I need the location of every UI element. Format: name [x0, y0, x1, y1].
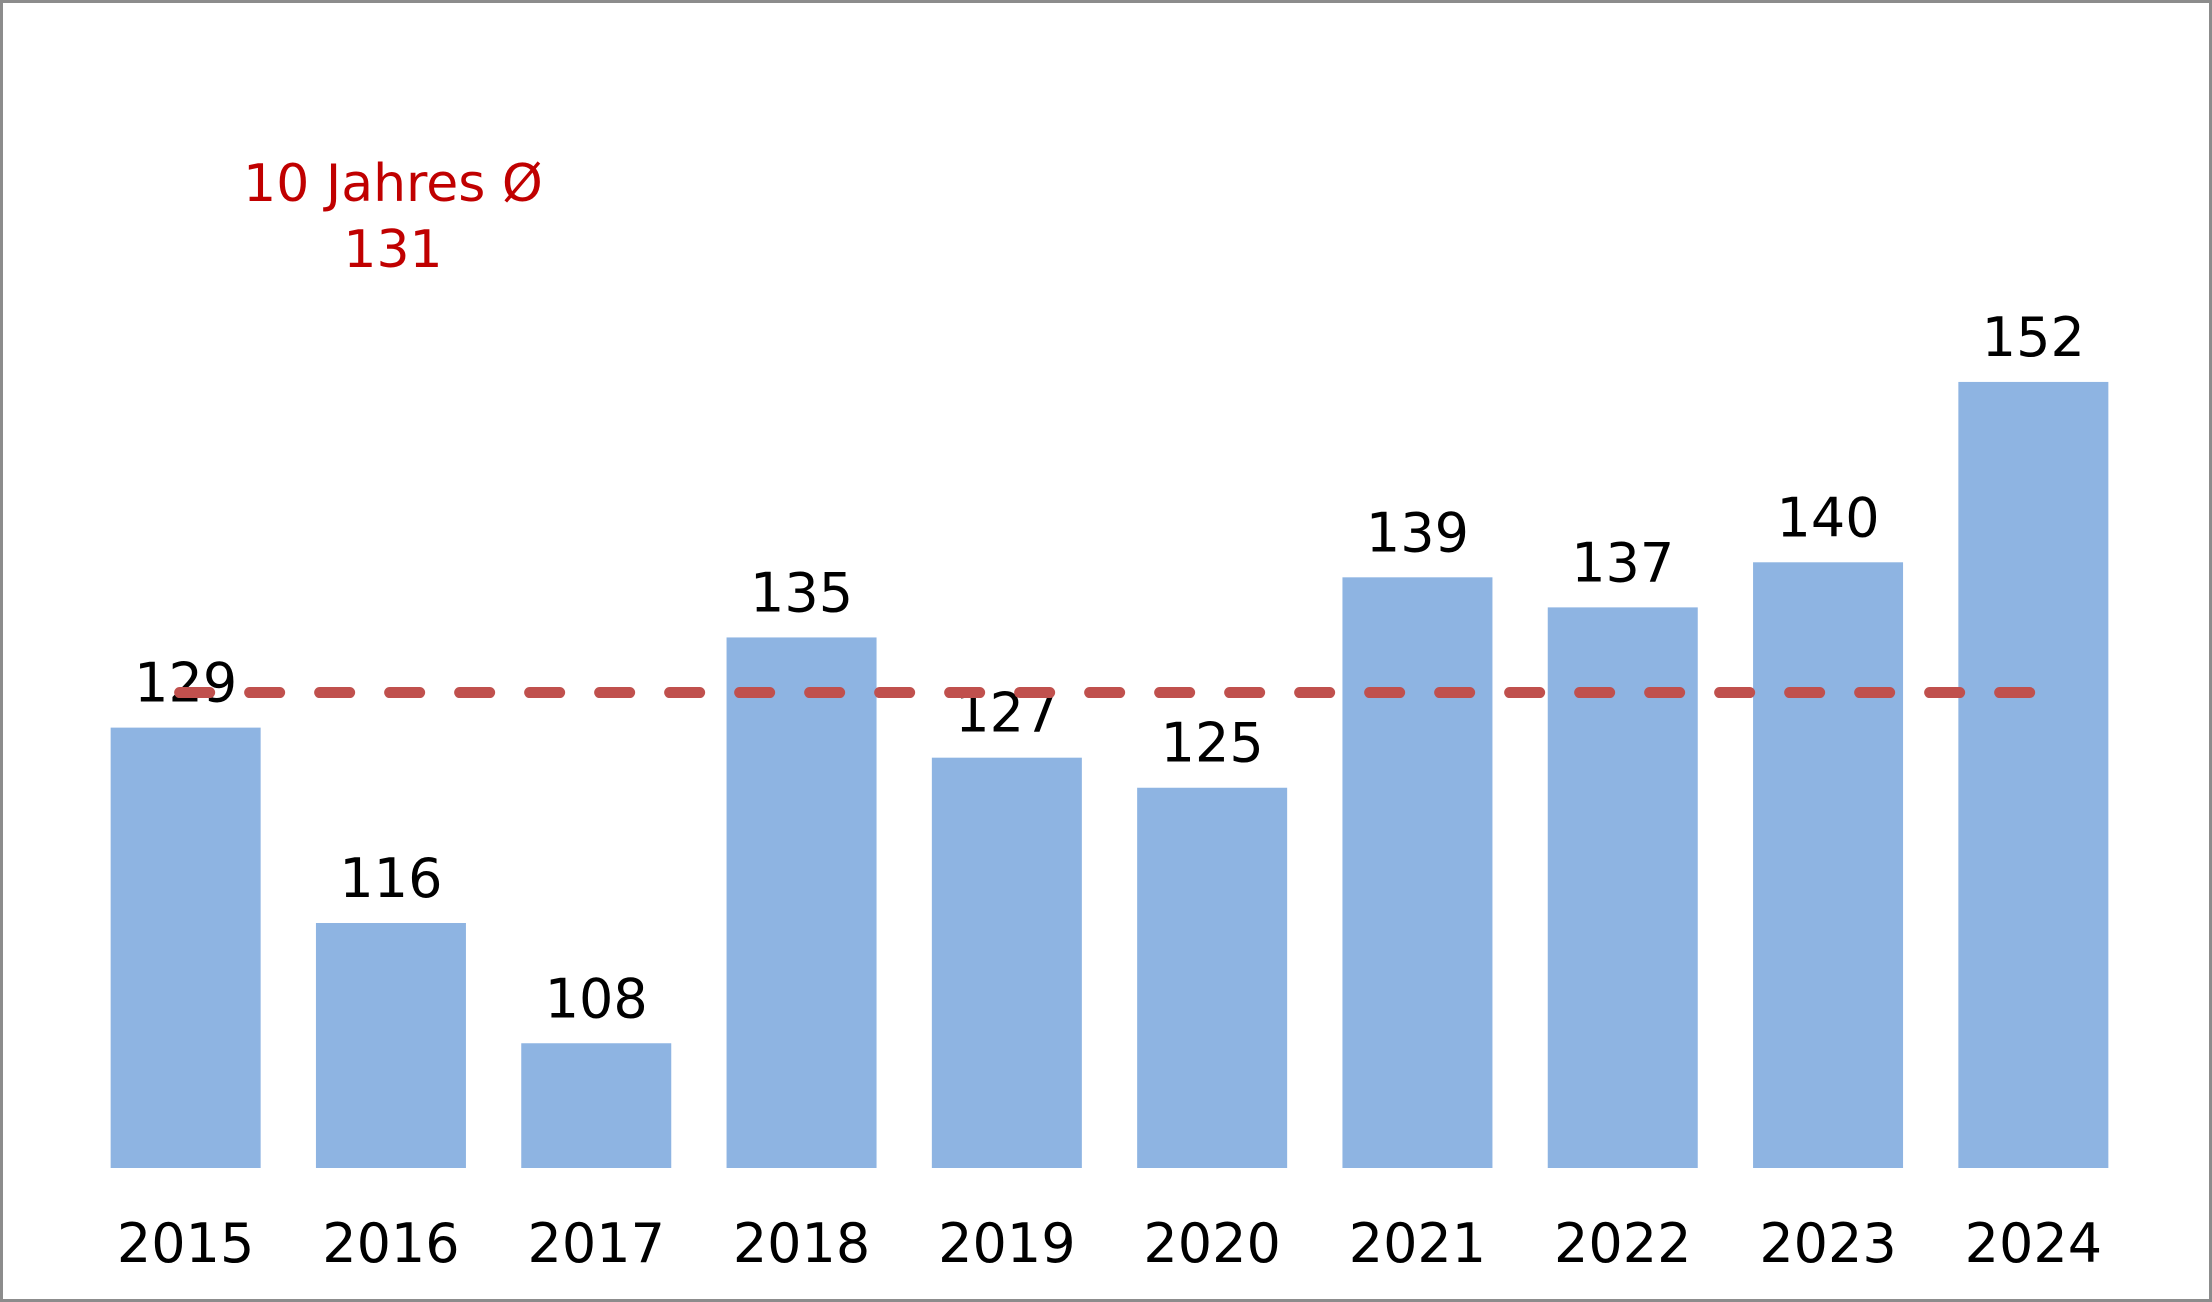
x-tick-label-2015: 2015 [117, 1212, 254, 1275]
value-label-2017: 108 [545, 967, 648, 1030]
value-label-2016: 116 [339, 847, 442, 910]
bar-2021 [1342, 577, 1493, 1168]
x-tick-label-2016: 2016 [322, 1212, 459, 1275]
x-tick-label-2021: 2021 [1349, 1212, 1486, 1275]
x-tick-label-2017: 2017 [528, 1212, 665, 1275]
x-tick-label-2024: 2024 [1965, 1212, 2102, 1275]
value-label-2018: 135 [750, 561, 853, 624]
bar-2022 [1547, 607, 1698, 1168]
value-label-2022: 137 [1571, 531, 1674, 594]
bar-2024 [1958, 381, 2109, 1168]
bar-2023 [1753, 562, 1904, 1168]
x-tick-label-2022: 2022 [1554, 1212, 1691, 1275]
value-label-2021: 139 [1366, 501, 1469, 564]
x-tick-label-2018: 2018 [733, 1212, 870, 1275]
value-label-2024: 152 [1982, 306, 2085, 369]
average-annotation: 10 Jahres Ø 131 [193, 151, 593, 283]
bar-2020 [1137, 787, 1288, 1168]
value-label-2020: 125 [1161, 712, 1264, 775]
x-tick-label-2019: 2019 [938, 1212, 1075, 1275]
average-annotation-label: 10 Jahres Ø [243, 154, 543, 214]
bar-2016 [315, 923, 466, 1168]
bar-2015 [110, 727, 261, 1168]
bar-2017 [521, 1043, 672, 1168]
average-annotation-value: 131 [343, 220, 443, 280]
value-label-2015: 129 [134, 652, 237, 715]
bar-2019 [931, 757, 1082, 1168]
bar-2018 [726, 637, 877, 1168]
value-label-2023: 140 [1777, 486, 1880, 549]
x-axis-tick-labels: 2015 2016 2017 2018 2019 2020 2021 2022 2023 2024 [117, 1212, 2102, 1275]
x-tick-label-2020: 2020 [1143, 1212, 1280, 1275]
x-tick-label-2023: 2023 [1759, 1212, 1896, 1275]
bars [110, 381, 2109, 1168]
